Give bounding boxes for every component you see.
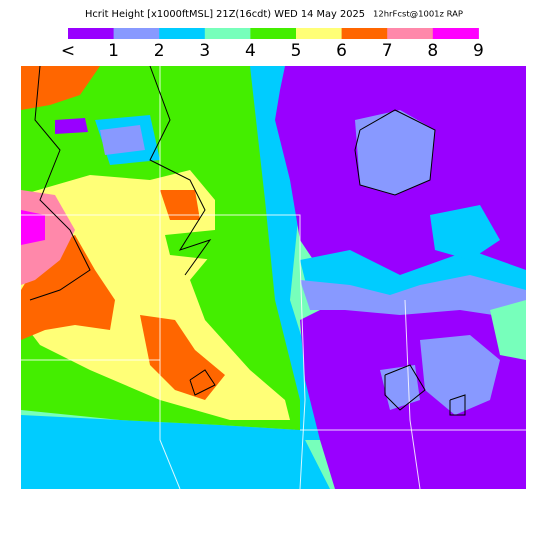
region — [380, 365, 420, 410]
legend-swatch — [432, 28, 479, 39]
legend-label: 7 — [382, 41, 393, 61]
contour — [149, 66, 212, 276]
region — [430, 205, 500, 260]
legend-label: 2 — [154, 41, 165, 61]
region — [55, 118, 88, 134]
region — [140, 315, 225, 400]
contour — [29, 66, 91, 301]
legend-swatch — [296, 28, 343, 39]
legend-label: 4 — [245, 41, 256, 61]
region — [100, 125, 145, 155]
region — [21, 210, 45, 245]
legend-swatch — [204, 28, 251, 39]
state-border — [404, 299, 421, 489]
legend: <1 2 3 4 5 6 7 8 9 — [61, 28, 484, 61]
forecast-label: 12hrFcst@1001z RAP — [373, 10, 463, 19]
legend-label: < — [61, 41, 75, 61]
legend-label: 5 — [291, 41, 302, 61]
legend-label: 3 — [199, 41, 210, 61]
region — [160, 190, 200, 220]
map — [21, 66, 526, 489]
contour — [384, 364, 426, 411]
legend-swatch — [68, 28, 115, 39]
state-border — [21, 214, 301, 260]
region — [420, 335, 500, 415]
title: Hcrit Height [x1000ftMSL] 21Z(16cdt) WED… — [85, 9, 365, 20]
legend-swatch — [387, 28, 434, 39]
contour — [354, 109, 436, 196]
region — [355, 110, 435, 195]
legend-label: 8 — [427, 41, 438, 61]
region — [21, 170, 290, 420]
contour — [449, 394, 466, 416]
legend-swatch — [113, 28, 160, 39]
region — [165, 230, 215, 260]
contour — [189, 369, 216, 396]
region — [490, 300, 526, 360]
region — [21, 66, 100, 110]
legend-label: 6 — [336, 41, 347, 61]
region — [300, 275, 526, 320]
state-border — [299, 259, 306, 489]
legend-label: 1 — [108, 41, 119, 61]
legend-label: 9 — [473, 41, 484, 61]
legend-swatch — [250, 28, 297, 39]
legend-swatch — [159, 28, 206, 39]
state-border — [159, 66, 181, 489]
region — [21, 415, 330, 489]
legend-swatch — [341, 28, 388, 39]
